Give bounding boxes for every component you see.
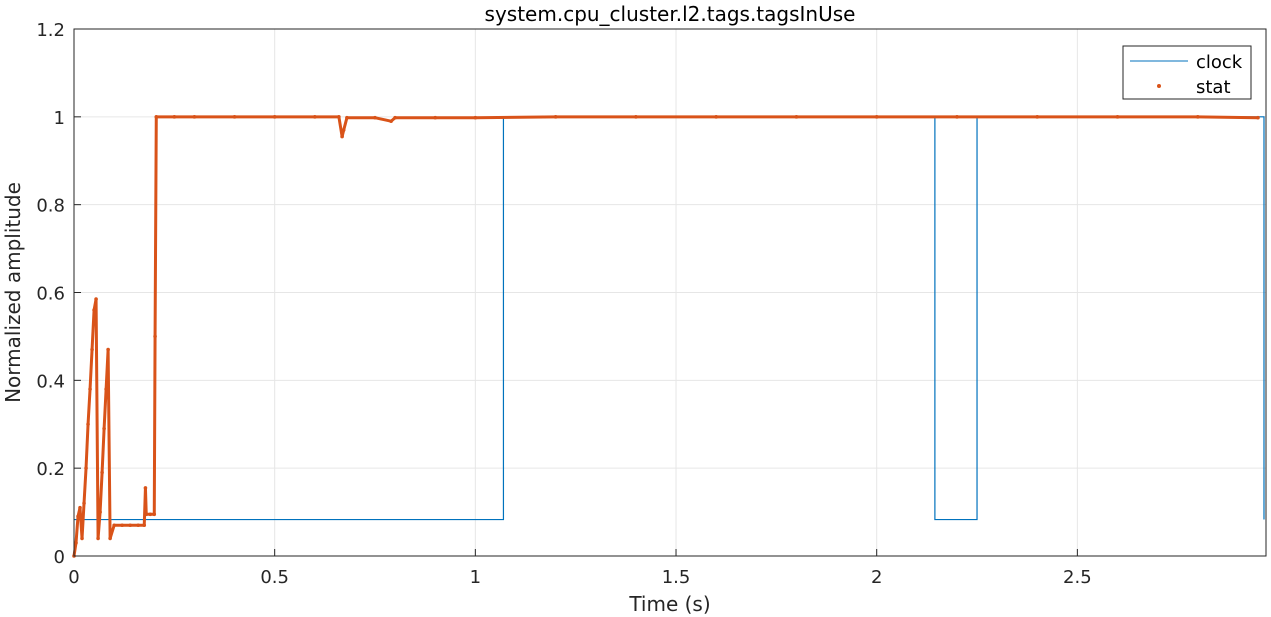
series-stat-point (634, 115, 638, 119)
series-stat-point (153, 334, 157, 339)
series-stat-trace (72, 115, 1258, 557)
series-stat-point (473, 115, 478, 120)
x-tick-label: 1 (470, 567, 481, 588)
y-tick-label: 1 (54, 108, 65, 129)
series-stat-point (120, 523, 124, 528)
series-stat-point (148, 512, 153, 517)
x-tick-label: 0 (68, 567, 79, 588)
series-stat-point (337, 115, 341, 119)
y-axis-label: Normalized amplitude (1, 182, 25, 403)
series-stat-point (94, 297, 98, 301)
series-stat-point (92, 308, 96, 312)
series-stat-point (100, 470, 104, 475)
legend: clock stat (1122, 45, 1252, 100)
series-stat-point (80, 536, 84, 541)
y-tick-label: 1.2 (36, 20, 65, 41)
x-axis-label: Time (s) (628, 592, 710, 616)
x-tick-label: 2.5 (1063, 567, 1092, 588)
series-stat-point (76, 514, 80, 519)
y-tick-label: 0.8 (36, 196, 65, 217)
series-stat-point (794, 115, 799, 119)
series-stat-point (345, 115, 349, 120)
series-stat-point (373, 115, 377, 120)
series-stat-point (272, 115, 277, 119)
ticks: 0 0.5 1 1.5 2 2.5 0 0.2 0.4 0.6 0.8 1 1.2 (36, 20, 1091, 588)
series-stat-point (152, 512, 157, 517)
legend-stat-swatch (1157, 84, 1161, 88)
series-stat-point (389, 119, 393, 124)
series-stat-point (154, 115, 159, 119)
y-tick-label: 0.4 (36, 371, 65, 392)
series-stat-point (192, 115, 197, 119)
y-tick-label: 0.2 (36, 459, 65, 480)
series-stat-point (1256, 115, 1260, 120)
series-stat-point (553, 115, 558, 119)
series-stat-point (955, 115, 959, 119)
chart-title: system.cpu_cluster.l2.tags.tagsInUse (485, 2, 856, 26)
series-stat-point (78, 505, 82, 510)
series-stat-point (714, 115, 718, 119)
series-stat-point (104, 387, 108, 391)
series-stat-point (232, 115, 237, 119)
series-stat-point (90, 347, 94, 352)
series-stat-point (1195, 115, 1200, 119)
x-tick-label: 1.5 (662, 567, 691, 588)
y-tick-label: 0.6 (36, 284, 65, 305)
series-stat-point (393, 115, 397, 120)
series-stat-point (128, 523, 132, 528)
x-tick-label: 0.5 (260, 567, 289, 588)
series-stat-point (98, 510, 102, 514)
series-stat-point (874, 115, 879, 119)
x-tick-label: 2 (871, 567, 882, 588)
series-stat-point (143, 486, 148, 490)
series-stat-point (144, 512, 149, 517)
series-stat-point (82, 501, 86, 506)
y-tick-label: 0 (54, 547, 65, 568)
series-stat-point (341, 128, 346, 132)
series-layer (72, 115, 1265, 558)
legend-clock-label: clock (1196, 52, 1243, 73)
series-stat-point (340, 134, 344, 139)
series-stat-point (74, 541, 78, 545)
series-stat-point (313, 115, 317, 119)
series-stat-point (102, 426, 106, 431)
legend-stat-label: stat (1196, 77, 1231, 98)
series-stat-point (112, 523, 116, 528)
series-stat-point (96, 536, 100, 541)
series-stat-point (172, 115, 177, 119)
series-stat-point (136, 523, 141, 528)
legend-box (1122, 45, 1252, 100)
series-stat-point (108, 536, 112, 541)
series-stat-point (84, 466, 88, 470)
series-stat-point (88, 387, 92, 391)
series-stat-point (106, 347, 110, 352)
series-stat-point (86, 422, 90, 427)
series-stat-point (433, 115, 438, 120)
series-stat-point (142, 523, 147, 528)
series-stat-point (1115, 115, 1120, 119)
series-stat-point (1035, 115, 1040, 119)
